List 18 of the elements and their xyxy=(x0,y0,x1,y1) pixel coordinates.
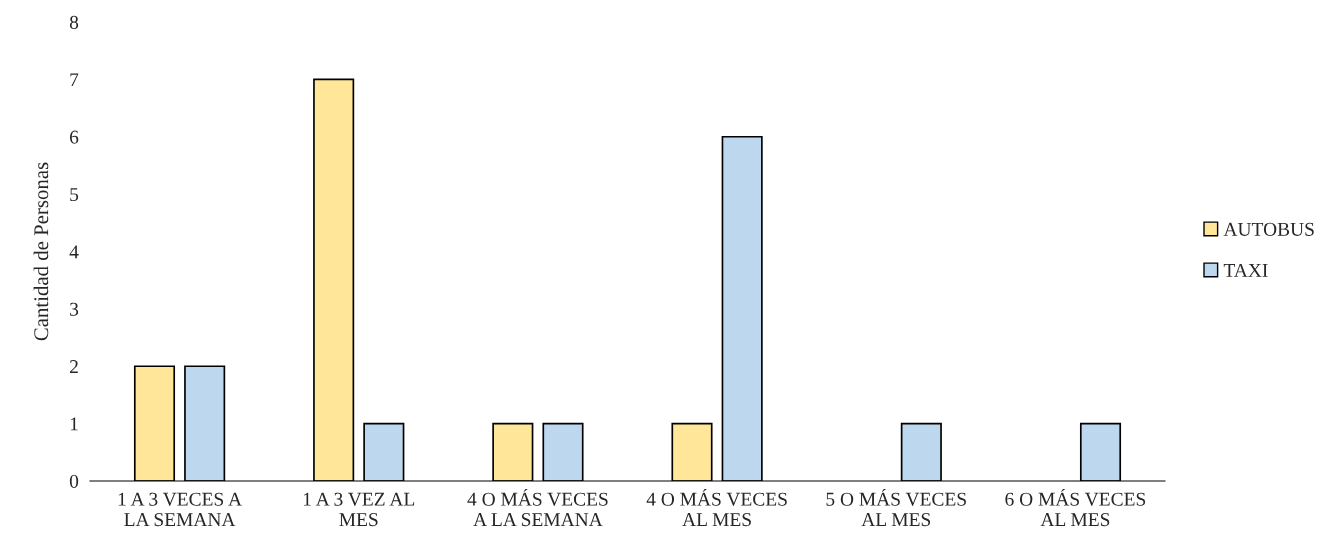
y-tick-label: 3 xyxy=(70,302,79,316)
x-tick-label: 4 O MÁS VECES A LA SEMANA xyxy=(467,488,608,527)
y-tick-label: 8 xyxy=(69,15,79,29)
x-tick-label: 4 O MÁS VECES AL MES xyxy=(646,488,787,527)
y-tick-label: 2 xyxy=(70,360,78,373)
x-tick-label: 1 A 3 VEZ AL MES xyxy=(303,492,415,527)
legend-label: AUTOBUS xyxy=(1223,222,1314,236)
y-axis-title: Cantidad de Personas xyxy=(33,162,49,341)
y-tick-label: 1 xyxy=(70,417,78,431)
y-tick-label: 7 xyxy=(70,73,79,87)
y-tick-label: 6 xyxy=(70,130,79,144)
y-tick-label: 0 xyxy=(69,474,79,488)
x-tick-label: 5 O MÁS VECES AL MES xyxy=(826,488,966,527)
y-tick-label: 4 xyxy=(69,245,79,259)
legend-label: TAXI xyxy=(1223,263,1268,277)
x-tick-label: 6 O MÁS VECES AL MES xyxy=(1005,488,1146,527)
x-tick-label: 1 A 3 VECES A LA SEMANA xyxy=(118,492,242,527)
y-tick-label: 5 xyxy=(70,188,79,202)
